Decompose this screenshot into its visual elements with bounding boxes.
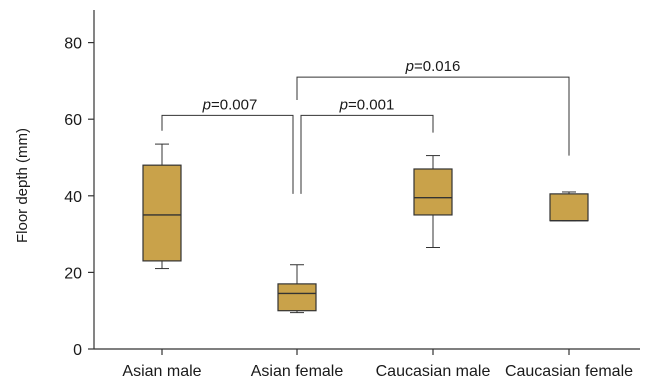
axes bbox=[88, 10, 640, 355]
x-tick-label: Caucasian male bbox=[376, 363, 491, 380]
y-tick-label: 40 bbox=[64, 189, 82, 206]
p-value: =0.007 bbox=[211, 96, 257, 113]
p-value-label: p=0.007 bbox=[202, 96, 258, 113]
p-symbol: p bbox=[405, 58, 414, 75]
significance-bracket: p=0.016 bbox=[296, 58, 570, 156]
box-caucasian-female bbox=[549, 191, 589, 222]
x-tick-label: Caucasian female bbox=[505, 363, 633, 380]
significance-bracket: p=0.007 bbox=[161, 96, 294, 194]
bracket-line bbox=[300, 114, 434, 194]
box-asian-male bbox=[142, 143, 182, 270]
labels: 0 20 40 60 80 Asian male Asian female Caucasian… bbox=[14, 36, 633, 380]
box-asian-female bbox=[277, 264, 317, 314]
y-axis-title: Floor depth (mm) bbox=[14, 128, 31, 243]
x-tick-label: Asian female bbox=[251, 363, 344, 380]
p-symbol: p bbox=[202, 96, 211, 113]
p-value-label: p=0.001 bbox=[339, 96, 395, 113]
y-tick-label: 60 bbox=[64, 112, 82, 129]
p-value: =0.016 bbox=[414, 58, 460, 75]
box-iqr bbox=[549, 193, 589, 222]
y-tick-label: 0 bbox=[73, 342, 82, 359]
y-tick-label: 80 bbox=[64, 36, 82, 53]
bracket-line bbox=[161, 114, 294, 194]
y-tick-label: 20 bbox=[64, 265, 82, 282]
significance-bracket: p=0.001 bbox=[300, 96, 434, 194]
box-iqr bbox=[142, 164, 182, 262]
box-iqr bbox=[277, 283, 317, 312]
box-iqr bbox=[413, 168, 453, 216]
box-caucasian-male bbox=[413, 155, 453, 249]
x-tick-label: Asian male bbox=[122, 363, 201, 380]
boxes bbox=[142, 143, 589, 314]
p-value: =0.001 bbox=[348, 96, 394, 113]
bracket-line bbox=[296, 76, 570, 156]
p-value-label: p=0.016 bbox=[405, 58, 461, 75]
p-symbol: p bbox=[339, 96, 348, 113]
